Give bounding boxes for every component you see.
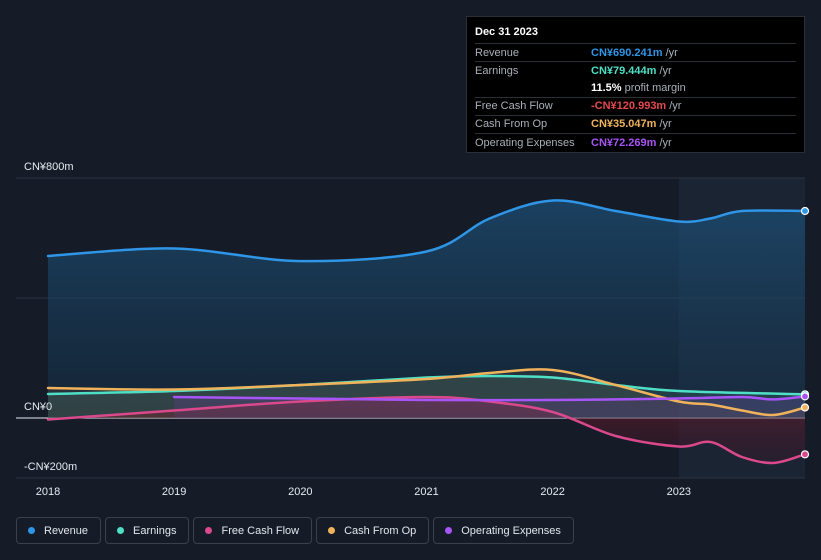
- operating-expenses-area: [174, 396, 805, 418]
- legend-item-earnings[interactable]: Earnings: [105, 517, 190, 544]
- tooltip-row-value: CN¥35.047m: [591, 118, 657, 131]
- tooltip-row: Cash From Op CN¥35.047m/yr: [475, 114, 796, 133]
- tooltip-row-unit: /yr: [669, 100, 682, 113]
- x-axis-ticks: 2018 2019 2020 2021 2022 2023: [36, 486, 691, 498]
- tooltip-row-label: Cash From Op: [475, 118, 548, 131]
- series-lines: [46, 199, 807, 465]
- operating-expenses-end-dot: [800, 392, 810, 401]
- revenue-line: [46, 199, 807, 263]
- operating-expenses-line: [172, 395, 807, 402]
- tooltip-row-value: CN¥72.269m: [591, 136, 657, 149]
- legend-dot-icon: [445, 527, 453, 534]
- x-tick-label: 2020: [288, 486, 312, 498]
- legend-dot-icon: [205, 527, 213, 534]
- x-tick-label: 2019: [162, 486, 186, 498]
- legend-label: Earnings: [133, 524, 177, 537]
- legend-item-revenue[interactable]: Revenue: [16, 517, 102, 544]
- legend-item-cash-from-op[interactable]: Cash From Op: [316, 517, 430, 544]
- legend-label: Cash From Op: [344, 524, 417, 537]
- legend-label: Free Cash Flow: [221, 524, 300, 537]
- free-cash-flow-line: [46, 395, 807, 465]
- series-end-dots: [800, 206, 810, 459]
- free-cash-flow-area: [48, 397, 805, 464]
- y-axis-top-label: CN¥800m: [24, 161, 74, 173]
- revenue-area: [48, 200, 805, 418]
- cash-from-op-line: [46, 368, 807, 417]
- legend-label: Revenue: [44, 524, 89, 537]
- tooltip-row: Revenue CN¥690.241m/yr: [475, 43, 796, 61]
- legend-dot-icon: [117, 527, 125, 534]
- y-axis-zero-label: CN¥0: [24, 401, 52, 413]
- tooltip-row-unit: /yr: [659, 118, 672, 131]
- tooltip-row-value: CN¥690.241m: [591, 46, 663, 59]
- chart-legend: Revenue Earnings Free Cash Flow Cash From O…: [16, 517, 578, 546]
- x-tick-label: 2023: [667, 486, 691, 498]
- tooltip-row-value: CN¥79.444m: [591, 64, 657, 77]
- tooltip-date: Dec 31 2023: [475, 26, 538, 38]
- tooltip-row-value: -CN¥120.993m: [591, 100, 667, 113]
- x-tick-label: 2022: [540, 486, 564, 498]
- tooltip-row: Free Cash Flow -CN¥120.993m/yr: [475, 96, 796, 115]
- legend-dot-icon: [328, 527, 336, 534]
- tooltip-row-unit: /yr: [659, 64, 672, 77]
- y-axis-bottom-label: -CN¥200m: [24, 461, 77, 473]
- tooltip-panel: Dec 31 2023 Revenue CN¥690.241m/yr Earning…: [466, 16, 805, 153]
- legend-label: Operating Expenses: [461, 524, 561, 537]
- x-tick-label: 2021: [414, 486, 438, 498]
- tooltip-row-unit: profit margin: [624, 81, 686, 94]
- tooltip-row-unit: /yr: [665, 46, 678, 59]
- tooltip-row: 11.5% profit margin: [475, 79, 796, 96]
- legend-item-operating-expenses[interactable]: Operating Expenses: [433, 517, 574, 544]
- tooltip-rows: Revenue CN¥690.241m/yr Earnings CN¥79.444m /…: [475, 43, 796, 151]
- tooltip-row-label: Earnings: [475, 64, 519, 77]
- tooltip-row-value: 11.5%: [591, 81, 622, 94]
- tooltip-row-label: Operating Expenses: [475, 136, 575, 149]
- free-cash-flow-end-dot: [800, 450, 810, 459]
- series-areas: [48, 200, 805, 464]
- legend-item-free-cash-flow[interactable]: Free Cash Flow: [193, 517, 313, 544]
- tooltip-row-label: Free Cash Flow: [475, 100, 553, 113]
- tooltip-row-unit: /yr: [659, 136, 672, 149]
- revenue-end-dot: [800, 206, 810, 216]
- tooltip-row-label: Revenue: [475, 46, 520, 59]
- legend-dot-icon: [28, 527, 35, 534]
- tooltip-row: Earnings CN¥79.444m/yr: [475, 61, 796, 79]
- tooltip-row: Operating Expenses CN¥72.269m/yr: [475, 132, 796, 151]
- cash-from-op-end-dot: [800, 403, 810, 412]
- x-tick-label: 2018: [36, 486, 60, 498]
